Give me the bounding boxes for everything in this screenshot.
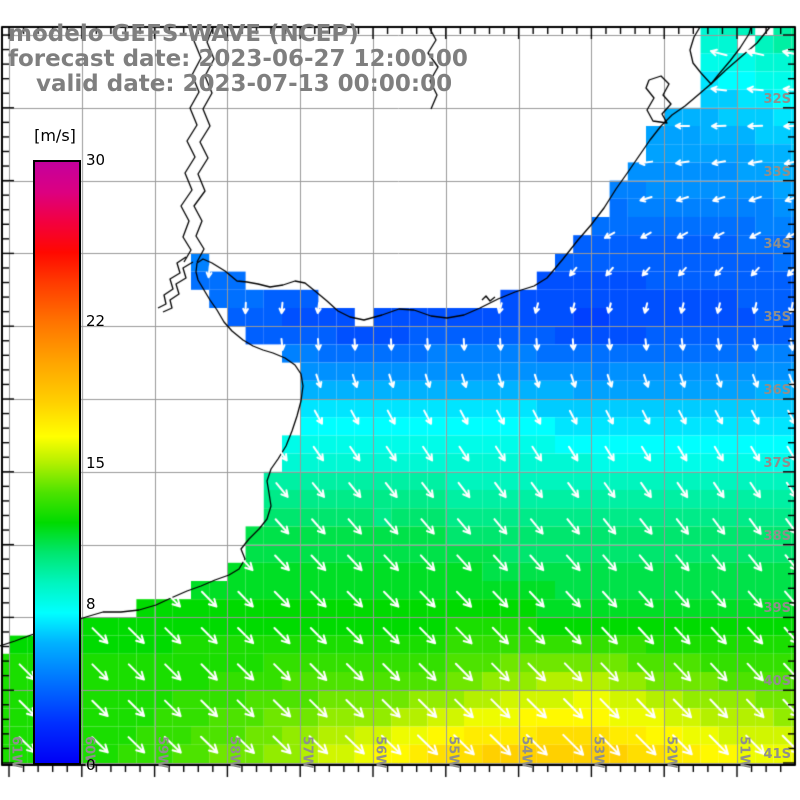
lat-label-33S: 33S [763,164,791,180]
lon-label-54W: 54W [518,736,534,769]
lat-label-41S: 41S [763,747,791,762]
model-title: modelo GEFS-WAVE (NCEP) [8,21,359,47]
lon-label-52W: 52W [663,736,679,769]
valid-date-line: valid date: 2023-07-13 00:00:00 [36,71,453,97]
lat-label-40S: 40S [763,674,791,690]
colorbar-tick-15: 15 [86,453,106,472]
colorbar-unit-label: [m/s] [34,126,76,145]
lon-label-55W: 55W [445,736,461,769]
lat-label-34S: 34S [763,237,791,253]
forecast-date-line: forecast date: 2023-06-27 12:00:00 [8,46,468,72]
lat-label-39S: 39S [763,601,791,617]
colorbar-tick-0: 0 [86,756,96,774]
colorbar-tick-22: 22 [86,312,106,331]
lon-label-57W: 57W [299,736,315,769]
lon-label-61W: 61W [8,736,24,769]
lat-label-38S: 38S [763,528,791,544]
colorbar-tick-8: 8 [86,594,96,613]
colorbar [33,160,81,765]
lat-label-35S: 35S [763,310,791,326]
colorbar-tick-30: 30 [86,151,106,169]
lon-label-59W: 59W [154,736,170,769]
lon-label-56W: 56W [372,736,388,769]
lat-label-32S: 32S [763,91,791,107]
lat-label-36S: 36S [763,383,791,398]
lon-label-58W: 58W [226,736,242,769]
lon-label-51W: 51W [736,736,752,769]
lon-label-53W: 53W [590,736,606,769]
lat-label-37S: 37S [763,455,791,471]
